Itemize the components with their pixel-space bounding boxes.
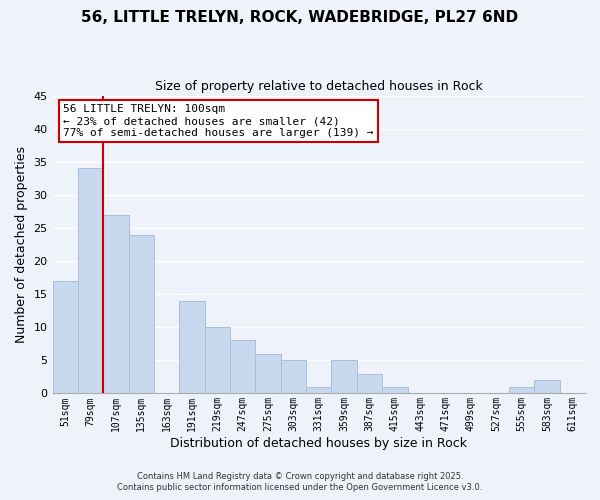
Bar: [179, 300, 205, 394]
Bar: [331, 360, 357, 394]
Text: 56 LITTLE TRELYN: 100sqm
← 23% of detached houses are smaller (42)
77% of semi-d: 56 LITTLE TRELYN: 100sqm ← 23% of detach…: [63, 104, 374, 138]
Bar: [509, 387, 534, 394]
Bar: [357, 374, 382, 394]
Bar: [534, 380, 560, 394]
Text: Contains HM Land Registry data © Crown copyright and database right 2025.
Contai: Contains HM Land Registry data © Crown c…: [118, 472, 482, 492]
Bar: [205, 327, 230, 394]
Bar: [103, 214, 128, 394]
Bar: [382, 387, 407, 394]
Bar: [128, 234, 154, 394]
Y-axis label: Number of detached properties: Number of detached properties: [15, 146, 28, 343]
Bar: [53, 281, 78, 394]
Bar: [281, 360, 306, 394]
Bar: [256, 354, 281, 394]
Text: 56, LITTLE TRELYN, ROCK, WADEBRIDGE, PL27 6ND: 56, LITTLE TRELYN, ROCK, WADEBRIDGE, PL2…: [82, 10, 518, 25]
Bar: [78, 168, 103, 394]
Bar: [306, 387, 331, 394]
Title: Size of property relative to detached houses in Rock: Size of property relative to detached ho…: [155, 80, 482, 93]
Bar: [230, 340, 256, 394]
X-axis label: Distribution of detached houses by size in Rock: Distribution of detached houses by size …: [170, 437, 467, 450]
